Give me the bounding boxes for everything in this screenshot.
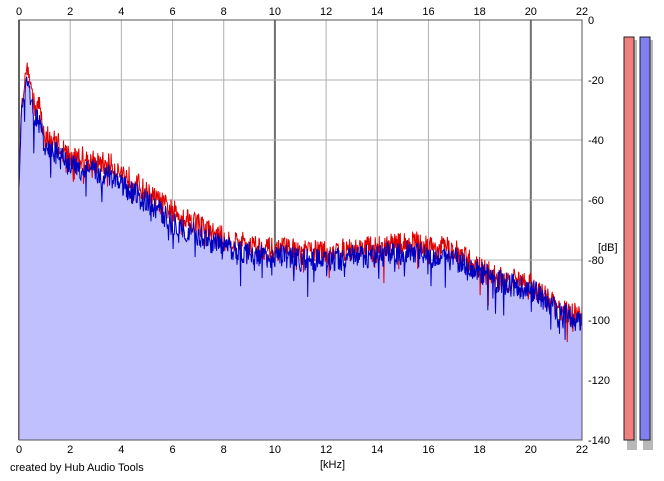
series-blue-line [18, 76, 583, 340]
x-axis-bottom: 0 2 4 6 8 10 12 14 16 18 20 22 [16, 444, 588, 456]
x-tick-label-top: 4 [118, 6, 124, 18]
x-tick-label-bottom: 20 [525, 444, 537, 456]
x-tick-label-bottom: 8 [221, 444, 227, 456]
x-tick-label-bottom: 16 [422, 444, 434, 456]
x-axis-label: [kHz] [320, 459, 345, 471]
x-tick-label-bottom: 0 [16, 444, 22, 456]
y-tick-label: -100 [588, 315, 610, 327]
x-tick-label-bottom: 2 [67, 444, 73, 456]
x-tick-label-top: 6 [169, 6, 175, 18]
x-tick-label-bottom: 6 [169, 444, 175, 456]
y-axis-label: [dB] [598, 242, 618, 254]
x-tick-label-top: 2 [67, 6, 73, 18]
y-tick-label: -40 [588, 135, 604, 147]
y-tick-label: -20 [588, 75, 604, 87]
y-tick-label: -140 [588, 435, 610, 447]
spectrum-fill-area [19, 76, 582, 440]
y-tick-label: -120 [588, 375, 610, 387]
y-tick-label: -80 [588, 255, 604, 267]
x-tick-label-top: 0 [16, 6, 22, 18]
x-tick-label-top: 22 [576, 6, 588, 18]
x-tick-label-bottom: 12 [320, 444, 332, 456]
x-tick-label-top: 8 [221, 6, 227, 18]
x-tick-label-top: 14 [371, 6, 383, 18]
x-tick-label-bottom: 14 [371, 444, 383, 456]
x-tick-label-top: 12 [320, 6, 332, 18]
y-axis-right: 0 -20 -40 -60 -80 -100 -120 -140 [588, 15, 610, 447]
x-tick-label-top: 10 [269, 6, 281, 18]
x-tick-label-bottom: 18 [474, 444, 486, 456]
x-axis-top: 0 2 4 6 8 10 12 14 16 18 20 22 [16, 6, 588, 18]
x-tick-label-top: 20 [525, 6, 537, 18]
y-tick-label: 0 [588, 15, 594, 27]
x-tick-label-top: 18 [474, 6, 486, 18]
x-tick-label-bottom: 10 [269, 444, 281, 456]
level-meter-bar [639, 36, 651, 441]
level-meter-bar [623, 36, 635, 441]
credit-text: created by Hub Audio Tools [10, 462, 144, 474]
level-meters [623, 36, 653, 450]
x-tick-label-bottom: 4 [118, 444, 124, 456]
x-tick-label-bottom: 22 [576, 444, 588, 456]
y-tick-label: -60 [588, 195, 604, 207]
plot-border [18, 19, 583, 441]
x-tick-label-top: 16 [422, 6, 434, 18]
